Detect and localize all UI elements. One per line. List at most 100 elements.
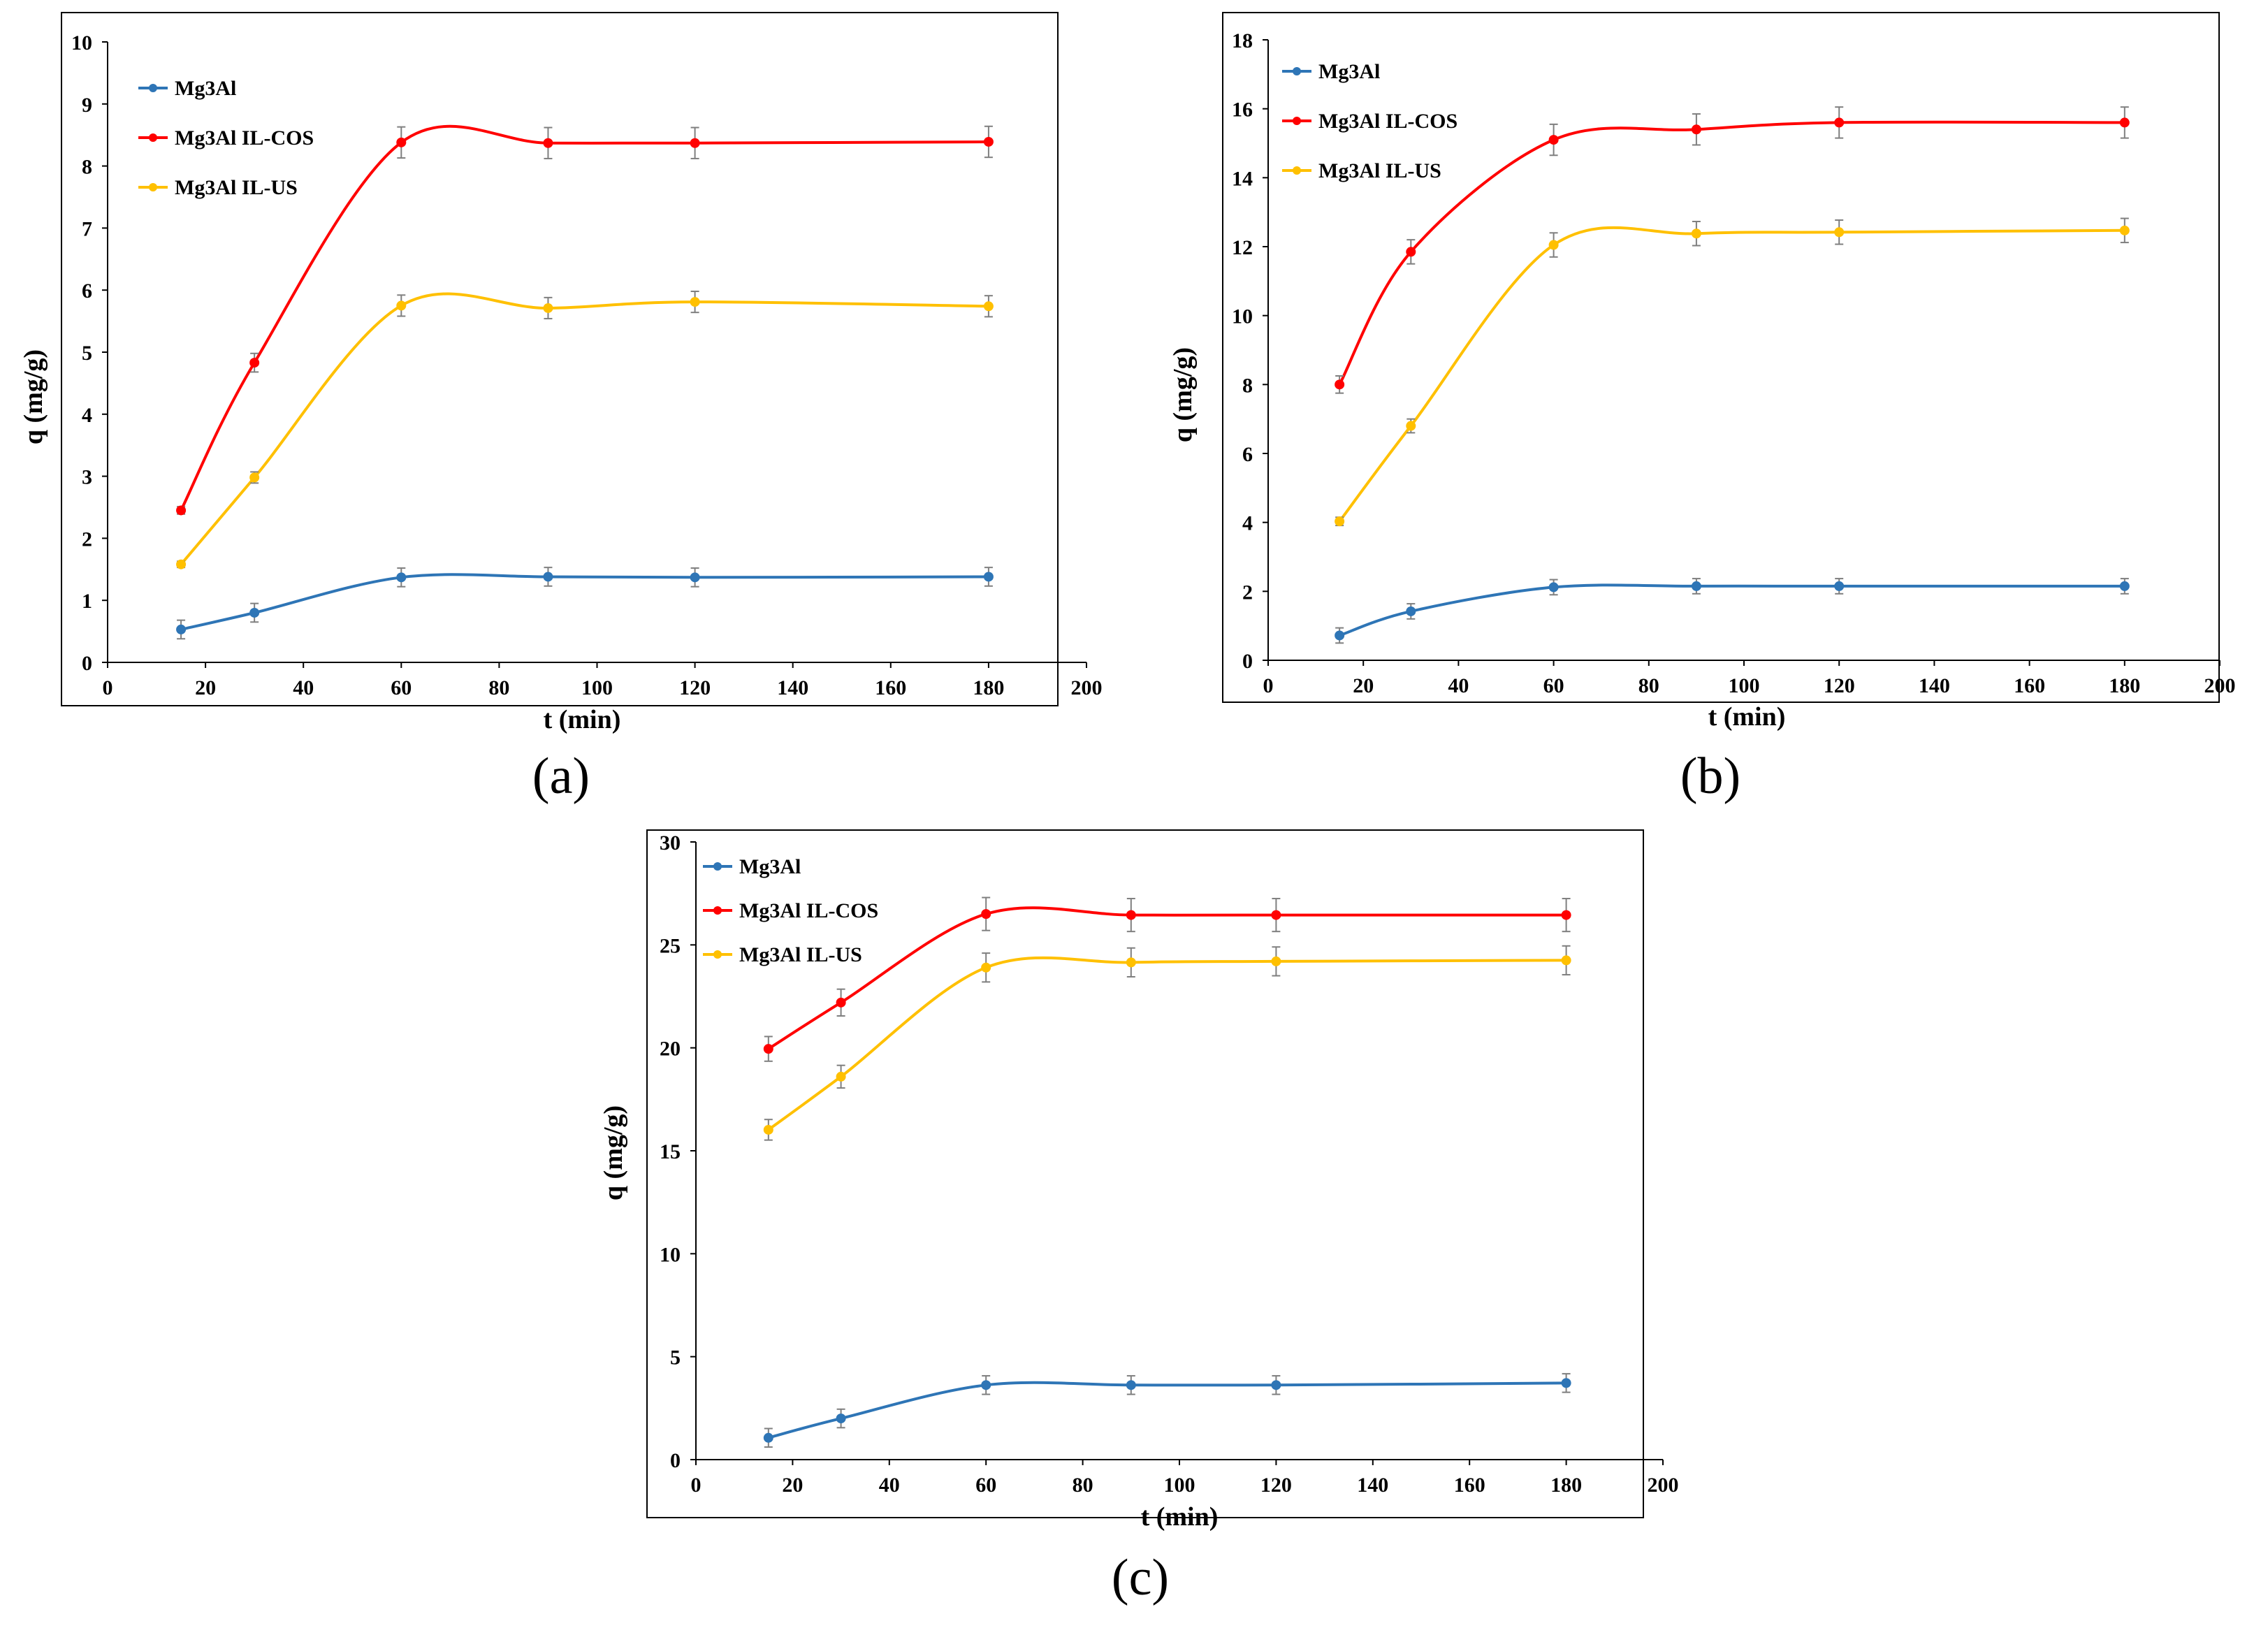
y-tick-label: 0 bbox=[1242, 650, 1253, 673]
y-tick-label: 20 bbox=[660, 1038, 681, 1061]
legend-marker bbox=[1293, 67, 1301, 75]
chart-panel-2: 0 20 40 60 80 100 120 140 160 180 200 0 5 10 15 20 25 30 t… bbox=[599, 829, 1679, 1606]
legend-marker bbox=[149, 84, 157, 92]
data-point bbox=[1335, 379, 1345, 390]
x-tick-label: 40 bbox=[1448, 674, 1469, 697]
panel-label: (b) bbox=[1680, 748, 1740, 805]
data-point bbox=[2119, 225, 2130, 235]
x-axis-title: t (min) bbox=[544, 705, 621, 734]
series-0 bbox=[1335, 578, 2130, 644]
data-point bbox=[981, 962, 991, 973]
data-point bbox=[1548, 135, 1559, 145]
x-tick-label: 160 bbox=[875, 676, 906, 699]
chart-frame bbox=[61, 12, 1059, 706]
series-line bbox=[767, 906, 1566, 1050]
data-point bbox=[1691, 228, 1701, 239]
data-point bbox=[1126, 957, 1136, 968]
data-point bbox=[1271, 1380, 1281, 1390]
y-tick-label: 18 bbox=[1232, 29, 1253, 52]
legend-marker bbox=[149, 183, 157, 191]
y-tick-label: 25 bbox=[660, 934, 681, 957]
x-tick-label: 120 bbox=[1260, 1474, 1292, 1497]
data-point bbox=[396, 572, 407, 583]
x-tick-label: 0 bbox=[103, 676, 113, 699]
data-point bbox=[1691, 581, 1701, 591]
data-point bbox=[176, 505, 187, 516]
data-point bbox=[763, 1432, 773, 1443]
chart-frame bbox=[1222, 12, 2220, 703]
y-tick-label: 12 bbox=[1232, 236, 1253, 259]
data-point bbox=[690, 297, 700, 307]
legend: Mg3Al Mg3Al IL-COS Mg3Al IL-US bbox=[703, 855, 878, 966]
series-line bbox=[767, 956, 1566, 1131]
data-point bbox=[1561, 955, 1571, 966]
y-tick-label: 15 bbox=[660, 1140, 681, 1163]
y-tick-label: 10 bbox=[71, 31, 92, 54]
data-point bbox=[1691, 124, 1701, 135]
x-tick-label: 40 bbox=[293, 676, 314, 699]
x-tick-label: 100 bbox=[1729, 674, 1760, 697]
data-point bbox=[1126, 1380, 1136, 1390]
data-point bbox=[2119, 117, 2130, 128]
data-point bbox=[1834, 227, 1845, 238]
legend-label: Mg3Al IL-US bbox=[175, 176, 298, 199]
y-tick-label: 5 bbox=[82, 342, 92, 365]
legend: Mg3Al Mg3Al IL-COS Mg3Al IL-US bbox=[138, 77, 314, 199]
x-tick-label: 180 bbox=[2109, 674, 2140, 697]
x-tick-label: 200 bbox=[1648, 1474, 1679, 1497]
y-tick-label: 6 bbox=[1242, 443, 1253, 466]
x-tick-label: 20 bbox=[195, 676, 216, 699]
series-line bbox=[180, 124, 989, 511]
data-point bbox=[249, 472, 260, 483]
x-tick-label: 40 bbox=[879, 1474, 900, 1497]
y-tick-label: 10 bbox=[1232, 305, 1253, 328]
x-tick-label: 0 bbox=[1263, 674, 1274, 697]
series-line bbox=[1338, 226, 2125, 523]
data-point bbox=[690, 138, 700, 148]
y-tick-label: 10 bbox=[660, 1243, 681, 1266]
data-point bbox=[176, 624, 187, 634]
data-point bbox=[836, 1413, 846, 1424]
x-tick-label: 120 bbox=[1824, 674, 1855, 697]
data-point bbox=[1406, 421, 1416, 431]
series-1 bbox=[176, 124, 994, 516]
data-point bbox=[396, 300, 407, 311]
x-tick-label: 180 bbox=[1550, 1474, 1582, 1497]
y-tick-label: 4 bbox=[1242, 512, 1253, 535]
series-0 bbox=[176, 567, 994, 640]
y-tick-label: 16 bbox=[1232, 99, 1253, 122]
x-tick-label: 140 bbox=[1357, 1474, 1388, 1497]
data-point bbox=[690, 572, 700, 583]
data-point bbox=[1271, 956, 1281, 966]
y-tick-label: 0 bbox=[82, 652, 92, 675]
data-point bbox=[981, 1380, 991, 1390]
legend-marker bbox=[1293, 117, 1301, 125]
y-tick-label: 2 bbox=[1242, 581, 1253, 604]
legend-label: Mg3Al IL-US bbox=[739, 943, 862, 966]
legend-marker bbox=[149, 133, 157, 142]
data-point bbox=[1406, 606, 1416, 616]
legend-label: Mg3Al IL-COS bbox=[739, 899, 878, 922]
x-tick-label: 140 bbox=[1919, 674, 1950, 697]
y-tick-label: 7 bbox=[82, 217, 92, 240]
series-0 bbox=[763, 1373, 1571, 1448]
x-tick-label: 60 bbox=[391, 676, 412, 699]
legend-marker bbox=[713, 862, 722, 871]
y-tick-label: 0 bbox=[670, 1449, 681, 1472]
data-point bbox=[1561, 910, 1571, 920]
data-point bbox=[1335, 630, 1345, 641]
series-2 bbox=[763, 945, 1571, 1141]
data-point bbox=[1548, 240, 1559, 250]
data-point bbox=[763, 1044, 773, 1054]
x-tick-label: 180 bbox=[973, 676, 1004, 699]
x-axis-title: t (min) bbox=[1141, 1502, 1219, 1532]
y-tick-label: 4 bbox=[82, 404, 92, 427]
legend-marker bbox=[1293, 166, 1301, 175]
y-tick-label: 3 bbox=[82, 466, 92, 489]
data-point bbox=[396, 137, 407, 147]
y-axis-title: q (mg/g) bbox=[19, 349, 48, 444]
x-tick-label: 200 bbox=[1071, 676, 1103, 699]
data-point bbox=[981, 909, 991, 920]
x-tick-label: 100 bbox=[1164, 1474, 1195, 1497]
x-tick-label: 200 bbox=[2204, 674, 2236, 697]
